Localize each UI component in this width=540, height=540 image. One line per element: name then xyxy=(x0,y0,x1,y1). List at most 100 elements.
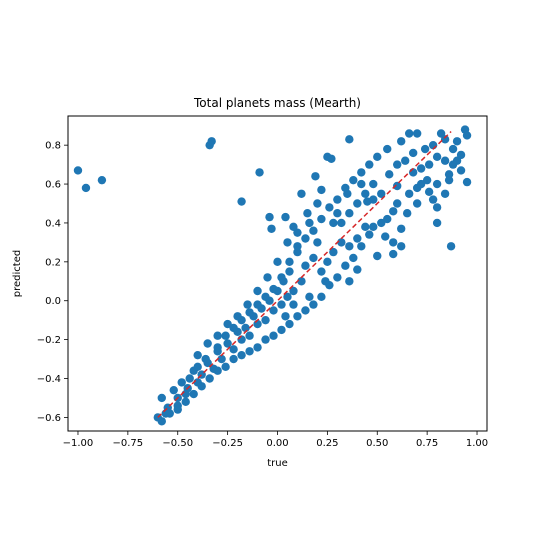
data-point xyxy=(404,129,414,138)
x-tick-label: −0.25 xyxy=(212,438,243,449)
data-point xyxy=(401,156,410,165)
data-point xyxy=(305,292,314,302)
data-point xyxy=(277,300,286,309)
data-point xyxy=(289,300,298,309)
data-point xyxy=(440,135,450,144)
x-tick-label: −1.00 xyxy=(63,438,94,449)
data-point xyxy=(365,160,374,169)
data-point xyxy=(408,148,418,158)
data-point xyxy=(277,273,286,282)
data-point xyxy=(303,209,312,218)
data-point xyxy=(267,224,276,233)
y-tick-label: −0.6 xyxy=(37,413,61,424)
data-point xyxy=(213,331,222,340)
data-point xyxy=(285,257,294,267)
data-point xyxy=(245,308,254,317)
x-tick-label: 0.50 xyxy=(366,438,388,449)
data-point xyxy=(213,366,222,375)
reference-line-group xyxy=(157,131,452,418)
data-point xyxy=(341,261,350,270)
data-point xyxy=(269,306,278,315)
data-point xyxy=(255,168,264,177)
data-point xyxy=(263,273,272,282)
data-point xyxy=(361,189,370,198)
data-point xyxy=(201,354,210,364)
data-point xyxy=(269,284,278,294)
x-axis-ticks: −1.00 −0.75 −0.50 −0.25 0.00 0.25 0.50 0.75 1.00 xyxy=(63,431,488,449)
data-point xyxy=(309,253,318,263)
identity-reference-line xyxy=(157,131,452,418)
data-point xyxy=(253,300,262,309)
data-point xyxy=(273,257,282,267)
data-point xyxy=(397,137,406,146)
data-point xyxy=(73,166,83,175)
data-point xyxy=(446,242,456,251)
data-point xyxy=(381,232,390,241)
data-point xyxy=(424,187,434,197)
data-point xyxy=(317,214,326,224)
data-point xyxy=(285,267,294,276)
data-point xyxy=(157,393,166,403)
data-point xyxy=(297,189,306,198)
data-point xyxy=(389,249,398,259)
data-point xyxy=(323,257,332,267)
data-point xyxy=(389,207,398,216)
data-point xyxy=(185,374,194,383)
data-point xyxy=(221,331,230,340)
y-tick-label: 0.6 xyxy=(45,180,61,191)
data-point xyxy=(217,354,226,364)
data-point xyxy=(357,179,366,189)
data-point xyxy=(422,175,432,185)
data-point xyxy=(393,181,402,191)
data-point xyxy=(241,323,250,333)
data-point xyxy=(189,389,198,399)
data-point xyxy=(432,203,442,212)
data-point xyxy=(341,183,350,193)
data-point xyxy=(448,160,458,169)
data-point xyxy=(369,179,378,189)
data-point xyxy=(165,409,174,418)
data-point xyxy=(432,179,442,189)
data-point xyxy=(397,242,406,251)
chart-title: Total planets mass (Mearth) xyxy=(193,96,361,110)
x-tick-label: −0.75 xyxy=(113,438,144,449)
data-point xyxy=(305,218,314,228)
data-point xyxy=(197,382,206,391)
data-point xyxy=(420,144,430,154)
data-point xyxy=(317,292,326,302)
data-point xyxy=(353,199,362,208)
data-point xyxy=(404,189,414,198)
data-point xyxy=(383,144,392,154)
y-axis-label: predicted xyxy=(12,250,23,297)
data-point xyxy=(281,312,290,321)
data-point xyxy=(440,156,450,165)
data-point xyxy=(313,238,322,247)
data-point xyxy=(237,197,246,206)
data-point xyxy=(293,312,302,321)
data-point xyxy=(223,319,232,329)
x-tick-label: 1.00 xyxy=(466,438,488,449)
data-point xyxy=(203,339,212,348)
data-point xyxy=(321,277,330,286)
x-tick-label: 0.25 xyxy=(316,438,338,449)
data-point xyxy=(285,319,294,329)
data-point xyxy=(329,218,338,228)
data-point xyxy=(269,331,278,340)
data-point xyxy=(462,177,472,187)
data-point xyxy=(325,203,334,212)
data-point xyxy=(313,199,322,208)
y-tick-label: −0.4 xyxy=(37,374,61,385)
data-point xyxy=(297,277,306,286)
data-point xyxy=(317,185,326,195)
data-point xyxy=(311,172,320,181)
data-point xyxy=(357,242,366,251)
data-point xyxy=(193,362,202,372)
data-point xyxy=(432,152,442,162)
data-point xyxy=(81,183,91,193)
data-point xyxy=(205,374,214,383)
data-point xyxy=(345,277,354,286)
data-point xyxy=(393,160,402,169)
data-point xyxy=(261,335,270,344)
data-point xyxy=(277,325,286,335)
data-point xyxy=(289,286,298,296)
